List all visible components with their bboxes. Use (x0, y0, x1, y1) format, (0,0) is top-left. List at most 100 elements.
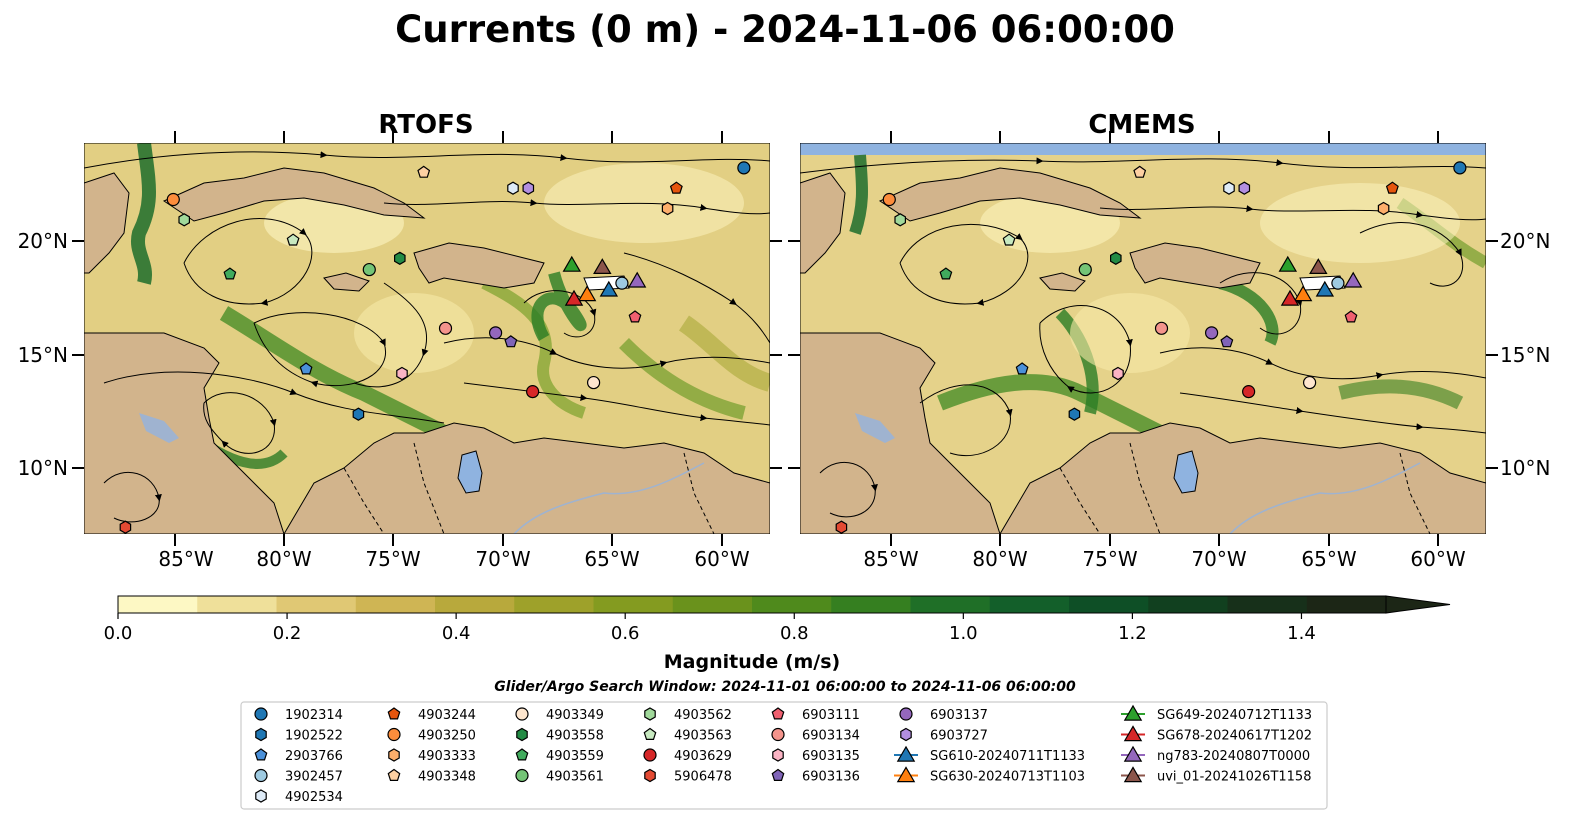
marker-1902522 (352, 407, 365, 421)
colorbar-tick-label: 0.4 (442, 623, 471, 644)
legend-marker (387, 707, 401, 720)
marker-6903137 (489, 326, 503, 340)
land-jamaica (323, 272, 370, 292)
lake-maracaibo (1173, 450, 1199, 494)
lon-tick-label: 65°W (1301, 547, 1356, 571)
current-band (937, 374, 1184, 451)
colorbar-cell (1148, 596, 1228, 613)
marker-4903250 (882, 192, 896, 207)
lon-tick-label: 65°W (584, 547, 639, 571)
land-hispaniola (413, 242, 545, 289)
legend-entry: SG630-20240713T1103 (894, 766, 1085, 785)
marker-4903561 (362, 262, 376, 277)
marker-3902457 (1331, 276, 1345, 290)
colorbar-cell (435, 596, 515, 613)
lat-axis-right: 10°N 15°N 20°N (788, 229, 1550, 480)
lat-tick-label: 20°N (18, 229, 68, 253)
legend-label: SG630-20240713T1103 (930, 770, 1085, 785)
colorbar-ticks: 0.0 0.2 0.4 0.6 0.8 1.0 1.2 1.4 (104, 613, 1316, 644)
colorbar-extend-arrow (1385, 595, 1451, 614)
legend-label: SG649-20240712T1133 (1157, 708, 1312, 723)
legend-marker (1123, 766, 1143, 783)
marker-4903250 (166, 192, 180, 207)
legend-entry: ng783-20240807T0000 (1121, 745, 1310, 764)
legend-entry: 4903562 (644, 707, 732, 723)
legend-entry: 4903250 (387, 727, 476, 744)
marker-4902534 (507, 181, 519, 195)
marker-4903558 (394, 251, 406, 265)
lake-nicaragua (139, 413, 179, 443)
legend-marker (388, 748, 400, 762)
legend-label: SG678-20240617T1202 (1157, 729, 1312, 744)
legend-entry: 4903244 (387, 707, 476, 723)
legend-entry: 4903563 (643, 727, 732, 744)
marker-SG610 (1315, 280, 1335, 297)
colorbar-tick-label: 0.6 (611, 623, 640, 644)
land-cuba (162, 167, 426, 222)
legend-marker (387, 768, 401, 782)
river (513, 462, 705, 534)
current-band (219, 306, 468, 451)
marker-6903135 (396, 366, 408, 381)
land-jamaica (1039, 272, 1086, 292)
marker-4903563 (1002, 233, 1016, 246)
lon-tick-label: 70°W (475, 547, 530, 571)
legend-marker (515, 707, 529, 721)
legend-marker (1123, 745, 1143, 762)
colorbar-cell (355, 596, 436, 613)
panel-title-cmems: CMEMS (1088, 110, 1195, 140)
lon-ticks (174, 131, 1439, 546)
marker-3902457 (615, 276, 629, 290)
legend-label: SG610-20240711T1133 (930, 749, 1085, 764)
figure-title: Currents (0 m) - 2024-11-06 06:00:00 (395, 8, 1175, 51)
legend-marker (772, 748, 784, 762)
legend-entry: 6903136 (771, 768, 860, 785)
marker-4903562 (178, 213, 190, 227)
land-central-america (800, 172, 846, 274)
legend-entry: 6903137 (899, 707, 988, 723)
legend-marker (255, 789, 267, 803)
marker-SG630 (1293, 285, 1313, 302)
marker-4903629 (526, 385, 540, 399)
marker-SG610 (599, 280, 619, 297)
marker-4903563 (286, 233, 300, 246)
lake-nicaragua (855, 413, 895, 443)
legend-marker (643, 748, 657, 762)
legend-marker (900, 727, 912, 742)
legend-label: 4903348 (418, 770, 476, 785)
colorbar-tick-label: 1.2 (1118, 623, 1147, 644)
legend-marker (896, 745, 916, 762)
legend-marker (1123, 725, 1143, 742)
map-panel-cmems (800, 143, 1486, 534)
legend-entry: 4903348 (387, 768, 476, 785)
legend-label: 6903111 (802, 708, 860, 723)
legend-label: 4903562 (674, 708, 732, 723)
legend-entry: 4903333 (388, 748, 476, 764)
colorbar-cell (831, 596, 911, 613)
legend-marker (899, 707, 913, 721)
land-central-america (800, 332, 1001, 534)
current-band (481, 277, 587, 419)
legend-entry: 1902522 (255, 727, 343, 744)
marker-4903349 (586, 375, 601, 390)
legend-label: 6903727 (930, 729, 988, 744)
marker-1902522 (1068, 407, 1081, 421)
colorbar-cell (197, 596, 277, 613)
legend: 1902314 1902522 2903766 3902457 4902534 49032… (240, 701, 1328, 810)
legend-label: 4903349 (546, 708, 604, 723)
legend-marker (644, 768, 656, 783)
legend-entry: 1902314 (254, 707, 343, 723)
legend-entry: uvi_01-20241026T1158 (1121, 766, 1311, 785)
legend-label: ng783-20240807T0000 (1157, 749, 1310, 764)
legend-entry: 6903111 (771, 707, 860, 723)
lon-tick-label: 60°W (1410, 547, 1465, 571)
map-panel-rtofs (84, 143, 770, 534)
marker-6903727 (522, 181, 535, 195)
colorbar-cell (1306, 596, 1387, 613)
marker-6903136 (1220, 335, 1234, 348)
legend-entry: 3902457 (254, 768, 343, 785)
lon-tick-label: 80°W (256, 547, 311, 571)
legend-marker (254, 748, 268, 761)
lon-tick-label: 80°W (972, 547, 1027, 571)
legend-marker (255, 727, 267, 742)
